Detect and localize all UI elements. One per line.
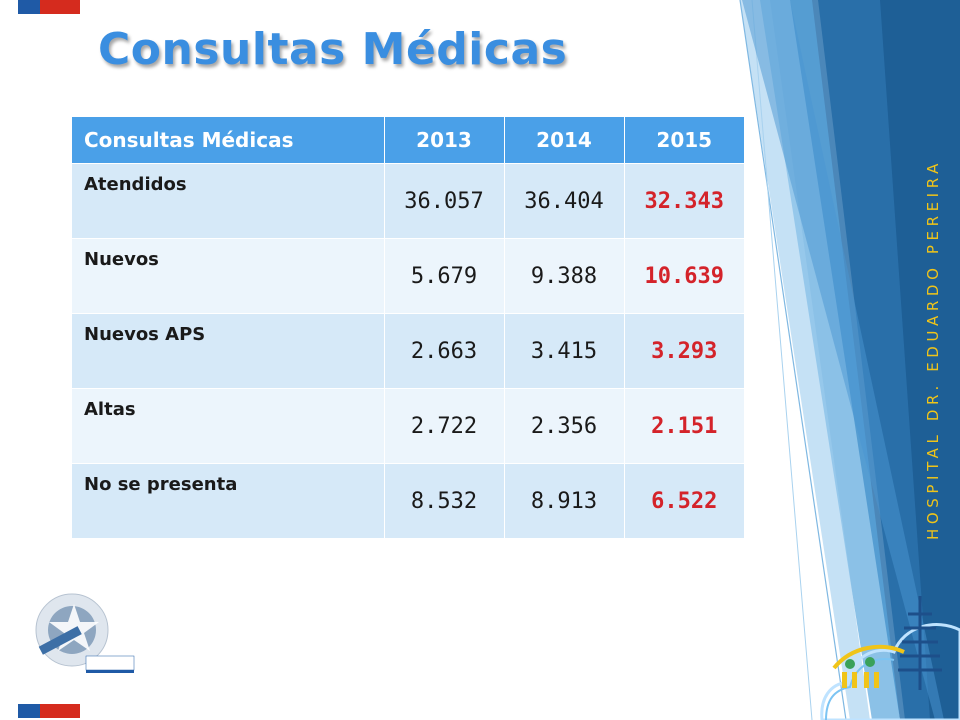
flag-bar-bottom <box>18 704 80 718</box>
cell-2013: 5.679 <box>384 238 505 314</box>
cell-2013: 8.532 <box>384 463 505 538</box>
row-label: Altas <box>72 388 385 464</box>
table-row: Atendidos 36.057 36.404 32.343 <box>72 163 744 239</box>
header-cell: Consultas Médicas <box>72 117 385 164</box>
table-row: Nuevos APS 2.663 3.415 3.293 <box>72 313 744 389</box>
header-cell: 2015 <box>624 117 744 164</box>
cell-2015: 6.522 <box>624 463 744 538</box>
cell-2014: 2.356 <box>504 388 625 464</box>
table-row: Altas 2.722 2.356 2.151 <box>72 388 744 464</box>
cell-2015: 32.343 <box>624 163 744 239</box>
flag-bar-top <box>18 0 80 14</box>
row-label: No se presenta <box>72 463 385 538</box>
hospital-logo <box>820 596 960 720</box>
table-header-row: Consultas Médicas 2013 2014 2015 <box>72 117 744 164</box>
cell-2015: 2.151 <box>624 388 744 464</box>
cell-2013: 2.722 <box>384 388 505 464</box>
table-row: No se presenta 8.532 8.913 6.522 <box>72 463 744 538</box>
row-label: Atendidos <box>72 163 385 239</box>
cell-2015: 10.639 <box>624 238 744 314</box>
cell-2014: 8.913 <box>504 463 625 538</box>
cell-2014: 36.404 <box>504 163 625 239</box>
row-label: Nuevos <box>72 238 385 314</box>
cell-2013: 36.057 <box>384 163 505 239</box>
cell-2013: 2.663 <box>384 313 505 389</box>
header-cell: 2014 <box>504 117 625 164</box>
accreditation-seal-logo <box>35 593 135 673</box>
cell-2015: 3.293 <box>624 313 744 389</box>
table-row: Nuevos 5.679 9.388 10.639 <box>72 238 744 314</box>
header-cell: 2013 <box>384 117 505 164</box>
page-title: Consultas Médicas <box>98 24 568 75</box>
row-label: Nuevos APS <box>72 313 385 389</box>
cell-2014: 3.415 <box>504 313 625 389</box>
cell-2014: 9.388 <box>504 238 625 314</box>
consultas-table: Consultas Médicas 2013 2014 2015 Atendid… <box>72 117 744 538</box>
hospital-vertical-label: HOSPITAL DR. EDUARDO PEREIRA <box>924 159 942 540</box>
